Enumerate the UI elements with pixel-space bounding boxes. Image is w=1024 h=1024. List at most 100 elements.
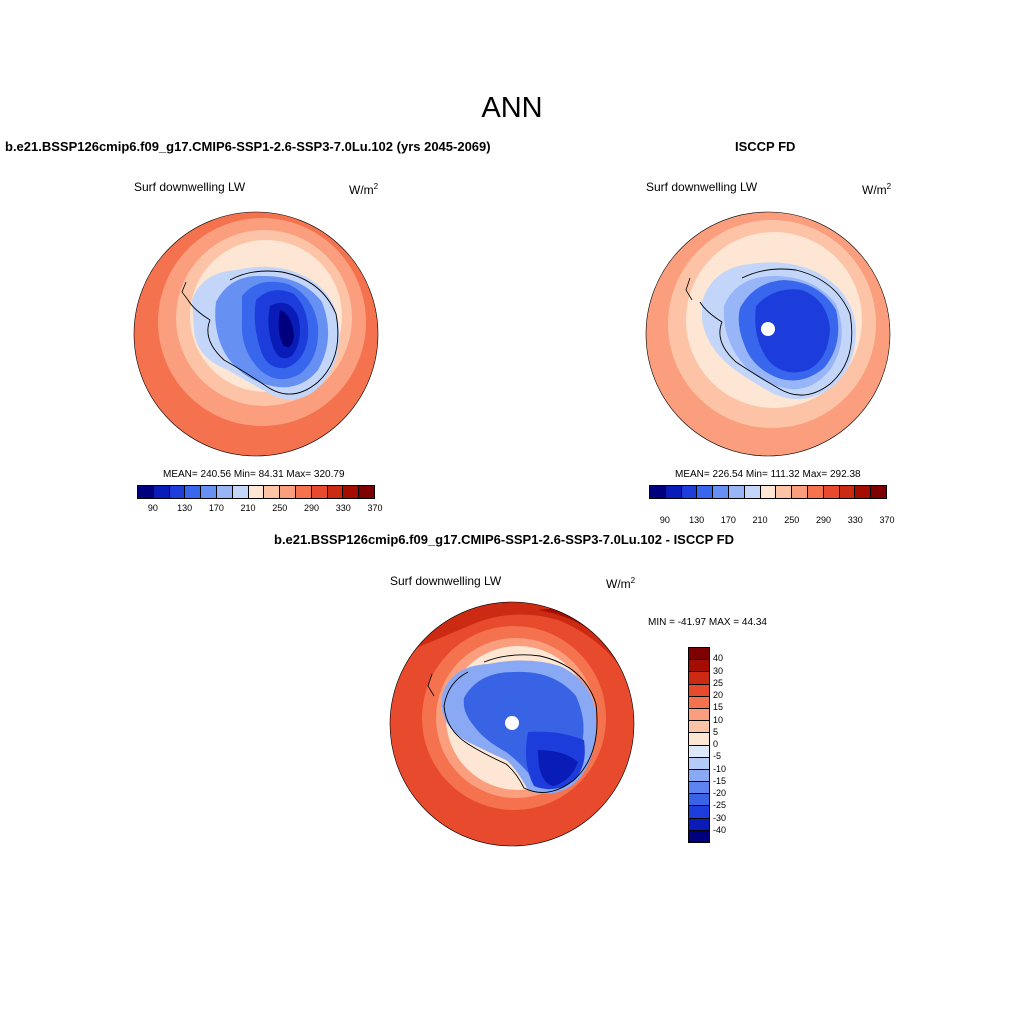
colorbar-tick-label: 20 bbox=[713, 690, 724, 700]
obs-polar-map bbox=[645, 211, 891, 457]
colorbar-tick-label: 130 bbox=[177, 503, 193, 513]
colorbar-tick-label: 25 bbox=[713, 677, 724, 688]
colorbar-swatch bbox=[689, 684, 709, 697]
colorbar-tick-label: -10 bbox=[713, 763, 727, 774]
colorbar-swatch bbox=[689, 745, 709, 758]
colorbar-swatch bbox=[359, 486, 374, 498]
colorbar-tick-label: -20 bbox=[713, 788, 727, 798]
colorbar-tick-label: -40 bbox=[713, 824, 727, 835]
colorbar-tick-label: 90 bbox=[147, 503, 158, 513]
colorbar-swatch bbox=[689, 648, 709, 661]
colorbar-swatch bbox=[839, 486, 856, 498]
diff-colorbar bbox=[688, 647, 710, 843]
diff-minmax: MIN = -41.97 MAX = 44.34 bbox=[648, 617, 767, 628]
obs-unit-label: W/m2 bbox=[862, 182, 892, 197]
diff-unit-label: W/m2 bbox=[606, 576, 636, 591]
obs-variable-label: Surf downwelling LW bbox=[646, 180, 758, 194]
colorbar-swatch bbox=[744, 486, 761, 498]
colorbar-tick-label: 290 bbox=[816, 515, 832, 525]
colorbar-tick-label: 40 bbox=[713, 653, 724, 664]
colorbar-swatch bbox=[681, 486, 698, 498]
colorbar-tick-label: 30 bbox=[713, 665, 724, 676]
colorbar-swatch bbox=[280, 486, 296, 498]
colorbar-swatch bbox=[689, 782, 709, 795]
colorbar-tick-label: 290 bbox=[304, 503, 320, 513]
colorbar-tick-label: 330 bbox=[335, 503, 351, 513]
colorbar-tick-label: -15 bbox=[713, 775, 727, 786]
colorbar-swatch bbox=[689, 721, 709, 734]
obs-colorbar-ticks: 90 130 170 210 250 290 330 370 bbox=[649, 515, 895, 527]
colorbar-tick-label: 210 bbox=[240, 503, 256, 513]
colorbar-swatch bbox=[264, 486, 281, 498]
diff-pole-hole bbox=[505, 716, 519, 730]
colorbar-swatch bbox=[689, 733, 709, 746]
colorbar-tick-label: 170 bbox=[208, 503, 224, 513]
model-unit-label: W/m2 bbox=[349, 182, 379, 197]
colorbar-swatch bbox=[232, 486, 249, 498]
colorbar-swatch bbox=[713, 486, 729, 498]
colorbar-tick-label: 330 bbox=[847, 515, 863, 525]
colorbar-tick-label: 15 bbox=[713, 702, 724, 713]
colorbar-swatch bbox=[760, 486, 777, 498]
colorbar-swatch bbox=[689, 708, 709, 722]
colorbar-tick-label: 370 bbox=[879, 515, 895, 525]
colorbar-swatch bbox=[689, 794, 709, 807]
colorbar-swatch bbox=[665, 486, 682, 498]
model-stats: MEAN= 240.56 Min= 84.31 Max= 320.79 bbox=[163, 469, 345, 480]
colorbar-tick-label: 90 bbox=[659, 515, 670, 525]
colorbar-swatch bbox=[689, 696, 709, 709]
colorbar-swatch bbox=[327, 486, 344, 498]
colorbar-tick-label: 130 bbox=[689, 515, 705, 525]
model-colorbar bbox=[137, 485, 375, 499]
colorbar-swatch bbox=[689, 818, 709, 831]
colorbar-swatch bbox=[728, 486, 745, 498]
colorbar-swatch bbox=[201, 486, 217, 498]
colorbar-swatch bbox=[248, 486, 265, 498]
obs-stats: MEAN= 226.54 Min= 111.32 Max= 292.38 bbox=[675, 469, 861, 480]
model-variable-label: Surf downwelling LW bbox=[134, 180, 246, 194]
model-colorbar-ticks: 90 130 170 210 250 290 330 370 bbox=[137, 503, 383, 515]
colorbar-swatch bbox=[807, 486, 824, 498]
colorbar-tick-label: 170 bbox=[720, 515, 736, 525]
diff-panel-title: b.e21.BSSP126cmip6.f09_g17.CMIP6-SSP1-2.… bbox=[274, 532, 735, 547]
obs-colorbar bbox=[649, 485, 887, 499]
colorbar-swatch bbox=[650, 486, 666, 498]
colorbar-swatch bbox=[823, 486, 840, 498]
model-panel-title: b.e21.BSSP126cmip6.f09_g17.CMIP6-SSP1-2.… bbox=[5, 139, 491, 154]
diff-variable-label: Surf downwelling LW bbox=[390, 574, 502, 588]
colorbar-swatch bbox=[689, 672, 709, 685]
obs-panel-title: ISCCP FD bbox=[735, 139, 796, 154]
obs-pole-hole bbox=[761, 322, 775, 336]
colorbar-swatch bbox=[689, 830, 709, 842]
colorbar-swatch bbox=[689, 806, 709, 819]
colorbar-tick-label: 210 bbox=[752, 515, 768, 525]
colorbar-swatch bbox=[169, 486, 186, 498]
colorbar-swatch bbox=[689, 757, 709, 770]
colorbar-tick-label: -25 bbox=[713, 800, 727, 811]
main-title: ANN bbox=[481, 92, 543, 124]
colorbar-swatch bbox=[153, 486, 170, 498]
colorbar-tick-label: 250 bbox=[784, 515, 800, 525]
diff-colorbar-ticks: 40 30 25 20 15 10 5 0 -5 -10 -15 -20 -25 -30 -40 bbox=[713, 647, 753, 843]
colorbar-swatch bbox=[295, 486, 312, 498]
colorbar-tick-label: 5 bbox=[713, 726, 719, 737]
colorbar-swatch bbox=[343, 486, 360, 498]
colorbar-swatch bbox=[871, 486, 886, 498]
colorbar-tick-label: 250 bbox=[272, 503, 288, 513]
colorbar-swatch bbox=[855, 486, 872, 498]
colorbar-tick-label: -30 bbox=[713, 812, 727, 823]
colorbar-swatch bbox=[216, 486, 233, 498]
colorbar-tick-label: 10 bbox=[713, 714, 724, 725]
colorbar-swatch bbox=[689, 660, 709, 673]
colorbar-swatch bbox=[792, 486, 808, 498]
colorbar-swatch bbox=[311, 486, 328, 498]
colorbar-tick-label: -5 bbox=[713, 751, 722, 762]
colorbar-tick-label: 370 bbox=[367, 503, 383, 513]
diff-polar-map bbox=[389, 601, 635, 847]
colorbar-tick-label: 0 bbox=[713, 739, 719, 749]
colorbar-swatch bbox=[689, 769, 709, 783]
colorbar-swatch bbox=[185, 486, 202, 498]
colorbar-swatch bbox=[697, 486, 714, 498]
colorbar-swatch bbox=[138, 486, 154, 498]
colorbar-swatch bbox=[776, 486, 793, 498]
